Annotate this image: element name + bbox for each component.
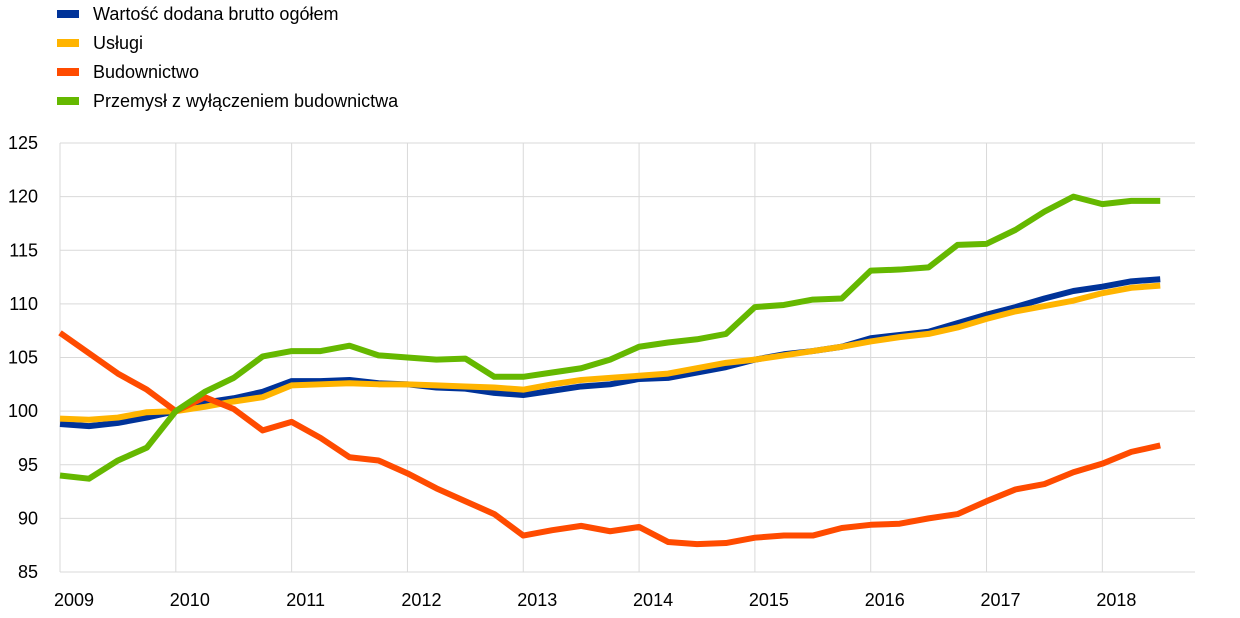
x-tick-label: 2015 (749, 590, 789, 610)
y-tick-label: 100 (8, 401, 38, 421)
y-tick-label: 115 (9, 240, 38, 260)
y-axis: 85 90 95 100 105 110 115 120 125 (8, 133, 38, 582)
x-tick-label: 2011 (286, 590, 325, 610)
x-tick-label: 2017 (981, 590, 1021, 610)
x-tick-label: 2010 (170, 590, 210, 610)
y-tick-label: 90 (18, 508, 38, 528)
grid (59, 142, 1195, 573)
y-tick-label: 95 (18, 455, 38, 475)
x-tick-label: 2018 (1096, 590, 1136, 610)
x-tick-label: 2012 (401, 590, 441, 610)
legend-swatch (57, 68, 79, 76)
y-tick-label: 125 (8, 133, 38, 153)
x-tick-label: 2009 (54, 590, 94, 610)
y-tick-label: 110 (9, 294, 38, 314)
legend-label: Budownictwo (93, 62, 199, 82)
series-line-2 (59, 282, 1161, 423)
y-tick-label: 105 (8, 348, 38, 368)
legend-swatch (57, 97, 79, 105)
legend-label: Przemysł z wyłączeniem budownictwa (93, 91, 399, 111)
x-tick-label: 2016 (865, 590, 905, 610)
legend: Wartość dodana brutto ogółem Usługi Budown… (57, 4, 399, 111)
y-tick-label: 85 (18, 562, 38, 582)
x-tick-label: 2014 (633, 590, 673, 610)
series-line-4 (59, 193, 1161, 482)
legend-swatch (57, 39, 79, 47)
legend-swatch (57, 10, 79, 18)
legend-label: Wartość dodana brutto ogółem (93, 4, 338, 24)
series-line-1 (59, 276, 1161, 430)
legend-label: Usługi (93, 33, 143, 53)
plot-area (58, 193, 1161, 548)
x-tick-label: 2013 (517, 590, 557, 610)
x-axis: 2009 2010 2011 2012 2013 2014 2015 2016 2017 2018 (54, 590, 1136, 610)
y-tick-label: 120 (8, 187, 38, 207)
series-line-3 (58, 330, 1161, 548)
